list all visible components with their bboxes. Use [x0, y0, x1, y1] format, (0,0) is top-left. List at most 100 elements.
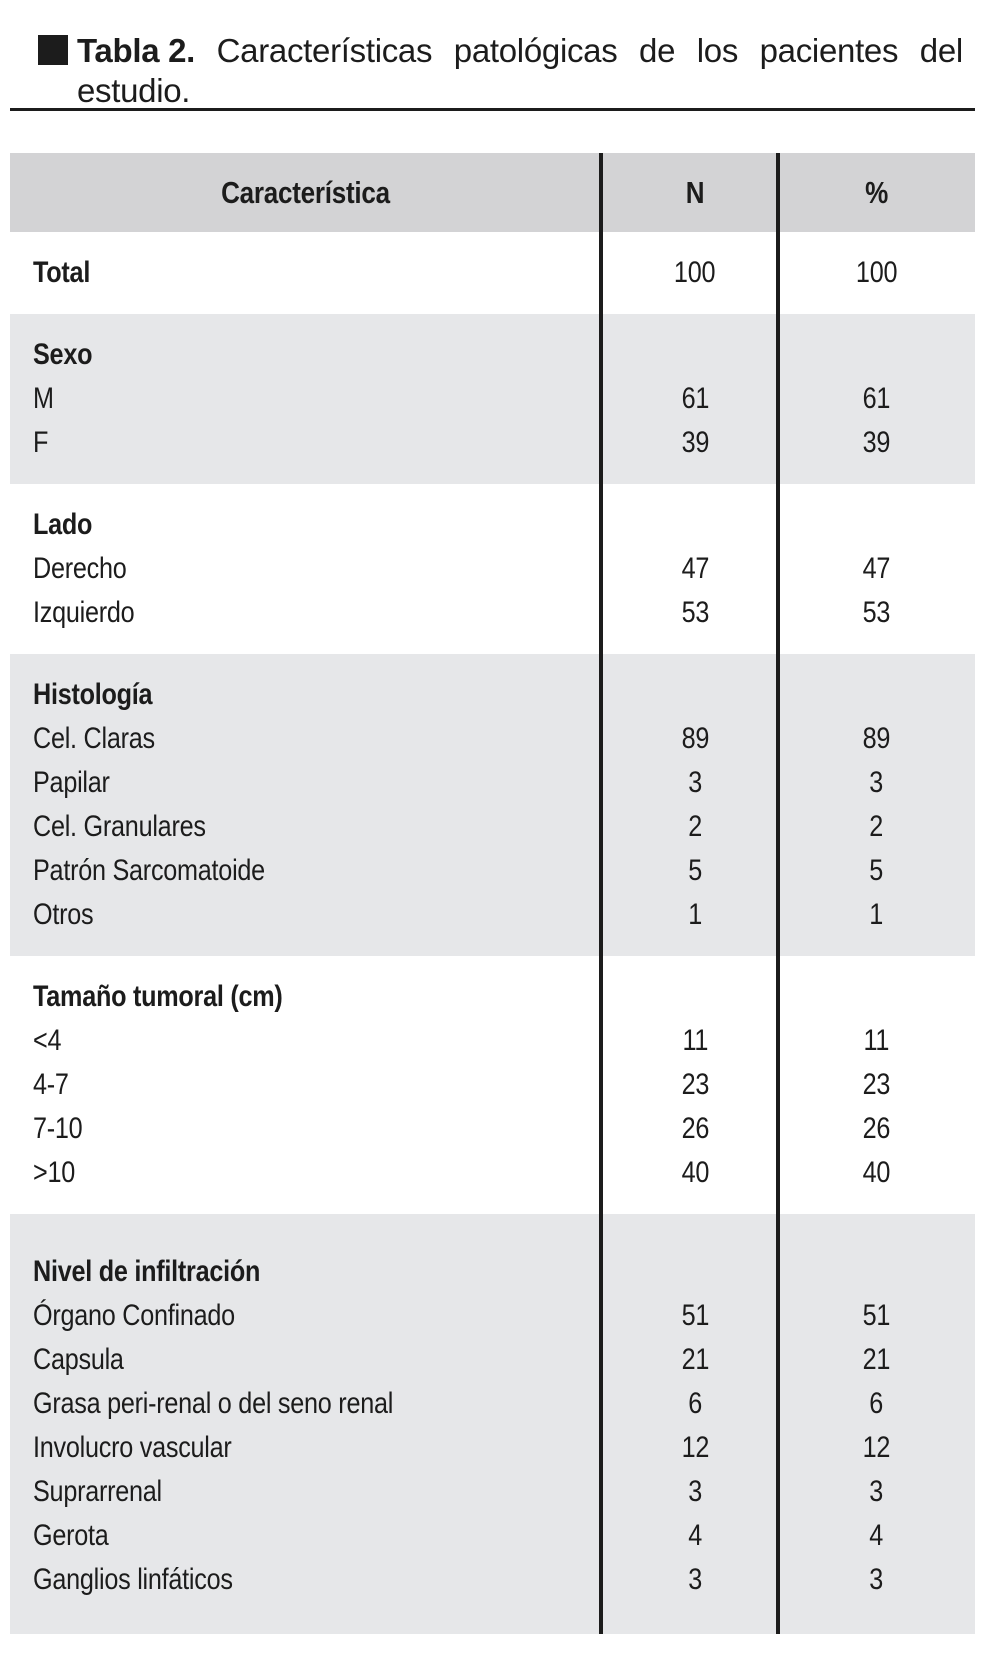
table-row: Patrón Sarcomatoide 5 5 — [10, 849, 975, 893]
table-row: M 61 61 — [10, 377, 975, 421]
row-n-value: 23 — [681, 1068, 709, 1101]
row-pct-value — [778, 673, 975, 717]
row-label: Otros — [33, 898, 94, 931]
table-row: Órgano Confinado 51 51 — [10, 1294, 975, 1338]
row-label: Cel. Granulares — [33, 810, 206, 843]
row-n-value — [604, 503, 786, 547]
row-label: Sexo — [33, 338, 93, 371]
row-n-value: 39 — [681, 426, 709, 459]
table-section: Histología Cel. Claras 89 89 Papilar 3 3 Cel. G… — [10, 654, 975, 956]
row-label: Suprarrenal — [33, 1475, 162, 1508]
table-row: Gerota 4 4 — [10, 1514, 975, 1558]
table-row: Izquierdo 53 53 — [10, 591, 975, 635]
caption-word: del — [919, 32, 963, 69]
column-header-pct: % — [865, 175, 888, 210]
caption-word: los — [696, 32, 739, 69]
row-label: Lado — [33, 508, 93, 541]
row-pct-value: 5 — [869, 854, 884, 887]
caption-word: Características — [216, 32, 433, 69]
table-row: Otros 1 1 — [10, 893, 975, 937]
row-n-value: 12 — [681, 1431, 709, 1464]
table-section: Sexo M 61 61 F 39 39 — [10, 314, 975, 484]
row-n-value: 100 — [674, 256, 716, 289]
row-pct-value: 3 — [869, 766, 884, 799]
row-pct-value: 1 — [869, 898, 884, 931]
column-divider-1 — [599, 153, 603, 1634]
row-pct-value: 47 — [862, 552, 891, 585]
table-row: Sexo — [10, 333, 975, 377]
table-row: Derecho 47 47 — [10, 547, 975, 591]
column-header-caracteristica: Característica — [220, 175, 390, 210]
row-label: Capsula — [33, 1343, 124, 1376]
caption-line1: Tabla 2. Características patológicas de los p… — [77, 31, 963, 71]
table-row: Involucro vascular 12 12 — [10, 1426, 975, 1470]
row-pct-value: 40 — [862, 1156, 891, 1189]
row-label: Grasa peri-renal o del seno renal — [33, 1387, 394, 1420]
row-n-value: 26 — [681, 1112, 709, 1145]
row-n-value: 53 — [681, 596, 709, 629]
row-n-value: 3 — [688, 766, 702, 799]
caption-line2: estudio. — [77, 72, 191, 109]
row-label: Órgano Confinado — [33, 1299, 235, 1332]
caption-square-marker-icon — [38, 35, 68, 65]
table-row: Histología — [10, 673, 975, 717]
row-label: 4-7 — [33, 1068, 69, 1101]
row-label: >10 — [33, 1156, 75, 1189]
table-row: F 39 39 — [10, 421, 975, 465]
row-pct-value: 53 — [862, 596, 891, 629]
row-pct-value: 12 — [862, 1431, 891, 1464]
row-pct-value: 21 — [862, 1343, 891, 1376]
row-pct-value — [778, 1250, 975, 1294]
row-pct-value: 89 — [862, 722, 891, 755]
row-label: Papilar — [33, 766, 110, 799]
table-row: Cel. Claras 89 89 — [10, 717, 975, 761]
row-label: Cel. Claras — [33, 722, 155, 755]
column-divider-2 — [776, 153, 780, 1634]
table-row: Cel. Granulares 2 2 — [10, 805, 975, 849]
row-label: Derecho — [33, 552, 127, 585]
row-n-value: 40 — [681, 1156, 709, 1189]
row-n-value: 61 — [681, 382, 709, 415]
row-pct-value: 39 — [862, 426, 891, 459]
table-row: >10 40 40 — [10, 1151, 975, 1195]
row-n-value — [604, 1250, 786, 1294]
table-row: Total 100 100 — [10, 251, 975, 295]
table-row: Grasa peri-renal o del seno renal 6 6 — [10, 1382, 975, 1426]
caption-divider — [10, 108, 975, 111]
row-label: Tamaño tumoral (cm) — [33, 980, 283, 1013]
row-n-value: 5 — [688, 854, 702, 887]
row-pct-value — [778, 975, 975, 1019]
row-n-value: 2 — [688, 810, 702, 843]
row-pct-value — [778, 333, 975, 377]
table-row: 4-7 23 23 — [10, 1063, 975, 1107]
row-pct-value: 4 — [869, 1519, 884, 1552]
row-pct-value: 3 — [869, 1563, 884, 1596]
table-section: Total 100 100 — [10, 232, 975, 314]
row-pct-value: 51 — [862, 1299, 891, 1332]
row-label: Gerota — [33, 1519, 109, 1552]
table-row: Papilar 3 3 — [10, 761, 975, 805]
row-pct-value: 26 — [862, 1112, 891, 1145]
row-n-value: 47 — [681, 552, 709, 585]
row-label: Histología — [33, 678, 153, 711]
table-sections: Total 100 100 Sexo M 61 61 F 39 39 Lado Derecho 47 47… — [10, 232, 975, 1634]
row-pct-value: 3 — [869, 1475, 884, 1508]
row-n-value — [604, 673, 786, 717]
table-row: Capsula 21 21 — [10, 1338, 975, 1382]
row-n-value: 1 — [688, 898, 702, 931]
row-label: Patrón Sarcomatoide — [33, 854, 265, 887]
table-section: Tamaño tumoral (cm) <4 11 11 4-7 23 23 7-10 26 26… — [10, 956, 975, 1214]
row-n-value: 21 — [681, 1343, 709, 1376]
table-section: Nivel de infiltración Órgano Confinado 51 5… — [10, 1214, 975, 1634]
data-table: Característica N % Total 100 100 Sexo M 61 61 F… — [10, 153, 975, 1634]
row-n-value: 3 — [688, 1475, 702, 1508]
table-section: Lado Derecho 47 47 Izquierdo 53 53 — [10, 484, 975, 654]
table-header-row: Característica N % — [10, 153, 975, 232]
table-row: Suprarrenal 3 3 — [10, 1470, 975, 1514]
table-row: Tamaño tumoral (cm) — [10, 975, 975, 1019]
row-n-value: 4 — [688, 1519, 702, 1552]
row-label: Nivel de infiltración — [33, 1255, 261, 1288]
row-label: Total — [33, 256, 91, 289]
row-label: M — [33, 382, 54, 415]
